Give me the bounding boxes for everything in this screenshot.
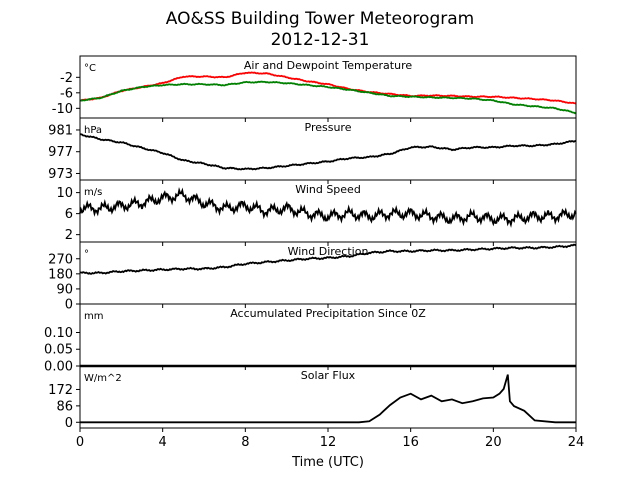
x-tick-label-3: 12	[320, 435, 337, 450]
panel-1: 981 977 973 Pressure hPa	[48, 117, 577, 184]
panel-unit-3: °	[84, 249, 89, 260]
x-tick-label-0: 0	[76, 435, 84, 450]
panel-title-2: Wind Speed	[295, 183, 361, 196]
y-tick-label-2-2: 2	[65, 228, 73, 243]
x-tick-label-4: 16	[402, 435, 419, 450]
y-tick-label-3-0: 270	[48, 252, 73, 267]
y-tick-label-1-2: 973	[48, 167, 73, 182]
x-tick-label-6: 24	[568, 435, 585, 450]
series-line-3-0	[79, 243, 577, 275]
x-tick-label-2: 8	[241, 435, 249, 450]
panels: -2-6-10 Air and Dewpoint Temperature °C 981…	[44, 55, 585, 450]
panel-unit-1: hPa	[84, 125, 102, 136]
panel-unit-4: mm	[84, 311, 103, 322]
panel-title-1: Pressure	[305, 121, 352, 134]
y-tick-label-5-0: 172	[48, 383, 73, 398]
series-line-5-0	[80, 374, 576, 424]
y-tick-label-1-1: 977	[48, 145, 73, 160]
y-tick-label-2-0: 10	[56, 186, 73, 201]
y-tick-label-4-1: 0.05	[44, 343, 73, 358]
series-line-0-1	[79, 80, 577, 115]
panel-title-3: Wind Direction	[288, 245, 369, 258]
x-tick-label-5: 20	[485, 435, 502, 450]
y-tick-label-4-2: 0.00	[44, 360, 73, 375]
y-tick-label-3-3: 0	[65, 298, 73, 313]
y-tick-label-5-2: 0	[65, 416, 73, 431]
figure-title-line1: AO&SS Building Tower Meteorogram	[166, 9, 474, 29]
y-tick-label-3-1: 180	[48, 267, 73, 282]
series-line-0-0	[79, 71, 577, 105]
panel-2: 10 6 2 Wind Speed m/s	[56, 179, 577, 246]
y-tick-label-2-1: 6	[65, 207, 73, 222]
y-tick-label-1-0: 981	[48, 123, 73, 138]
y-tick-label-5-1: 86	[56, 399, 73, 414]
series-line-2-0	[79, 187, 577, 228]
panel-unit-0: °C	[84, 63, 96, 74]
figure-title-line2: 2012-12-31	[271, 30, 370, 50]
y-tick-label-0-0: -2	[60, 71, 73, 86]
panel-title-5: Solar Flux	[301, 369, 356, 382]
x-axis-label: Time (UTC)	[291, 455, 364, 470]
panel-title-4: Accumulated Precipitation Since 0Z	[230, 307, 426, 320]
y-tick-label-3-2: 90	[56, 282, 73, 297]
panel-4: 0.10 0.05 0.00 Accumulated Precipitation Si…	[44, 303, 577, 375]
series-line-1-0	[79, 133, 577, 171]
panel-unit-2: m/s	[84, 187, 102, 198]
panel-0: -2-6-10 Air and Dewpoint Temperature °C	[52, 55, 577, 122]
y-tick-label-0-2: -10	[52, 102, 73, 117]
y-tick-label-0-1: -6	[60, 86, 73, 101]
x-tick-label-1: 4	[159, 435, 167, 450]
panel-unit-5: W/m^2	[84, 373, 122, 384]
y-tick-label-4-0: 0.10	[44, 326, 73, 341]
panel-title-0: Air and Dewpoint Temperature	[244, 59, 412, 72]
